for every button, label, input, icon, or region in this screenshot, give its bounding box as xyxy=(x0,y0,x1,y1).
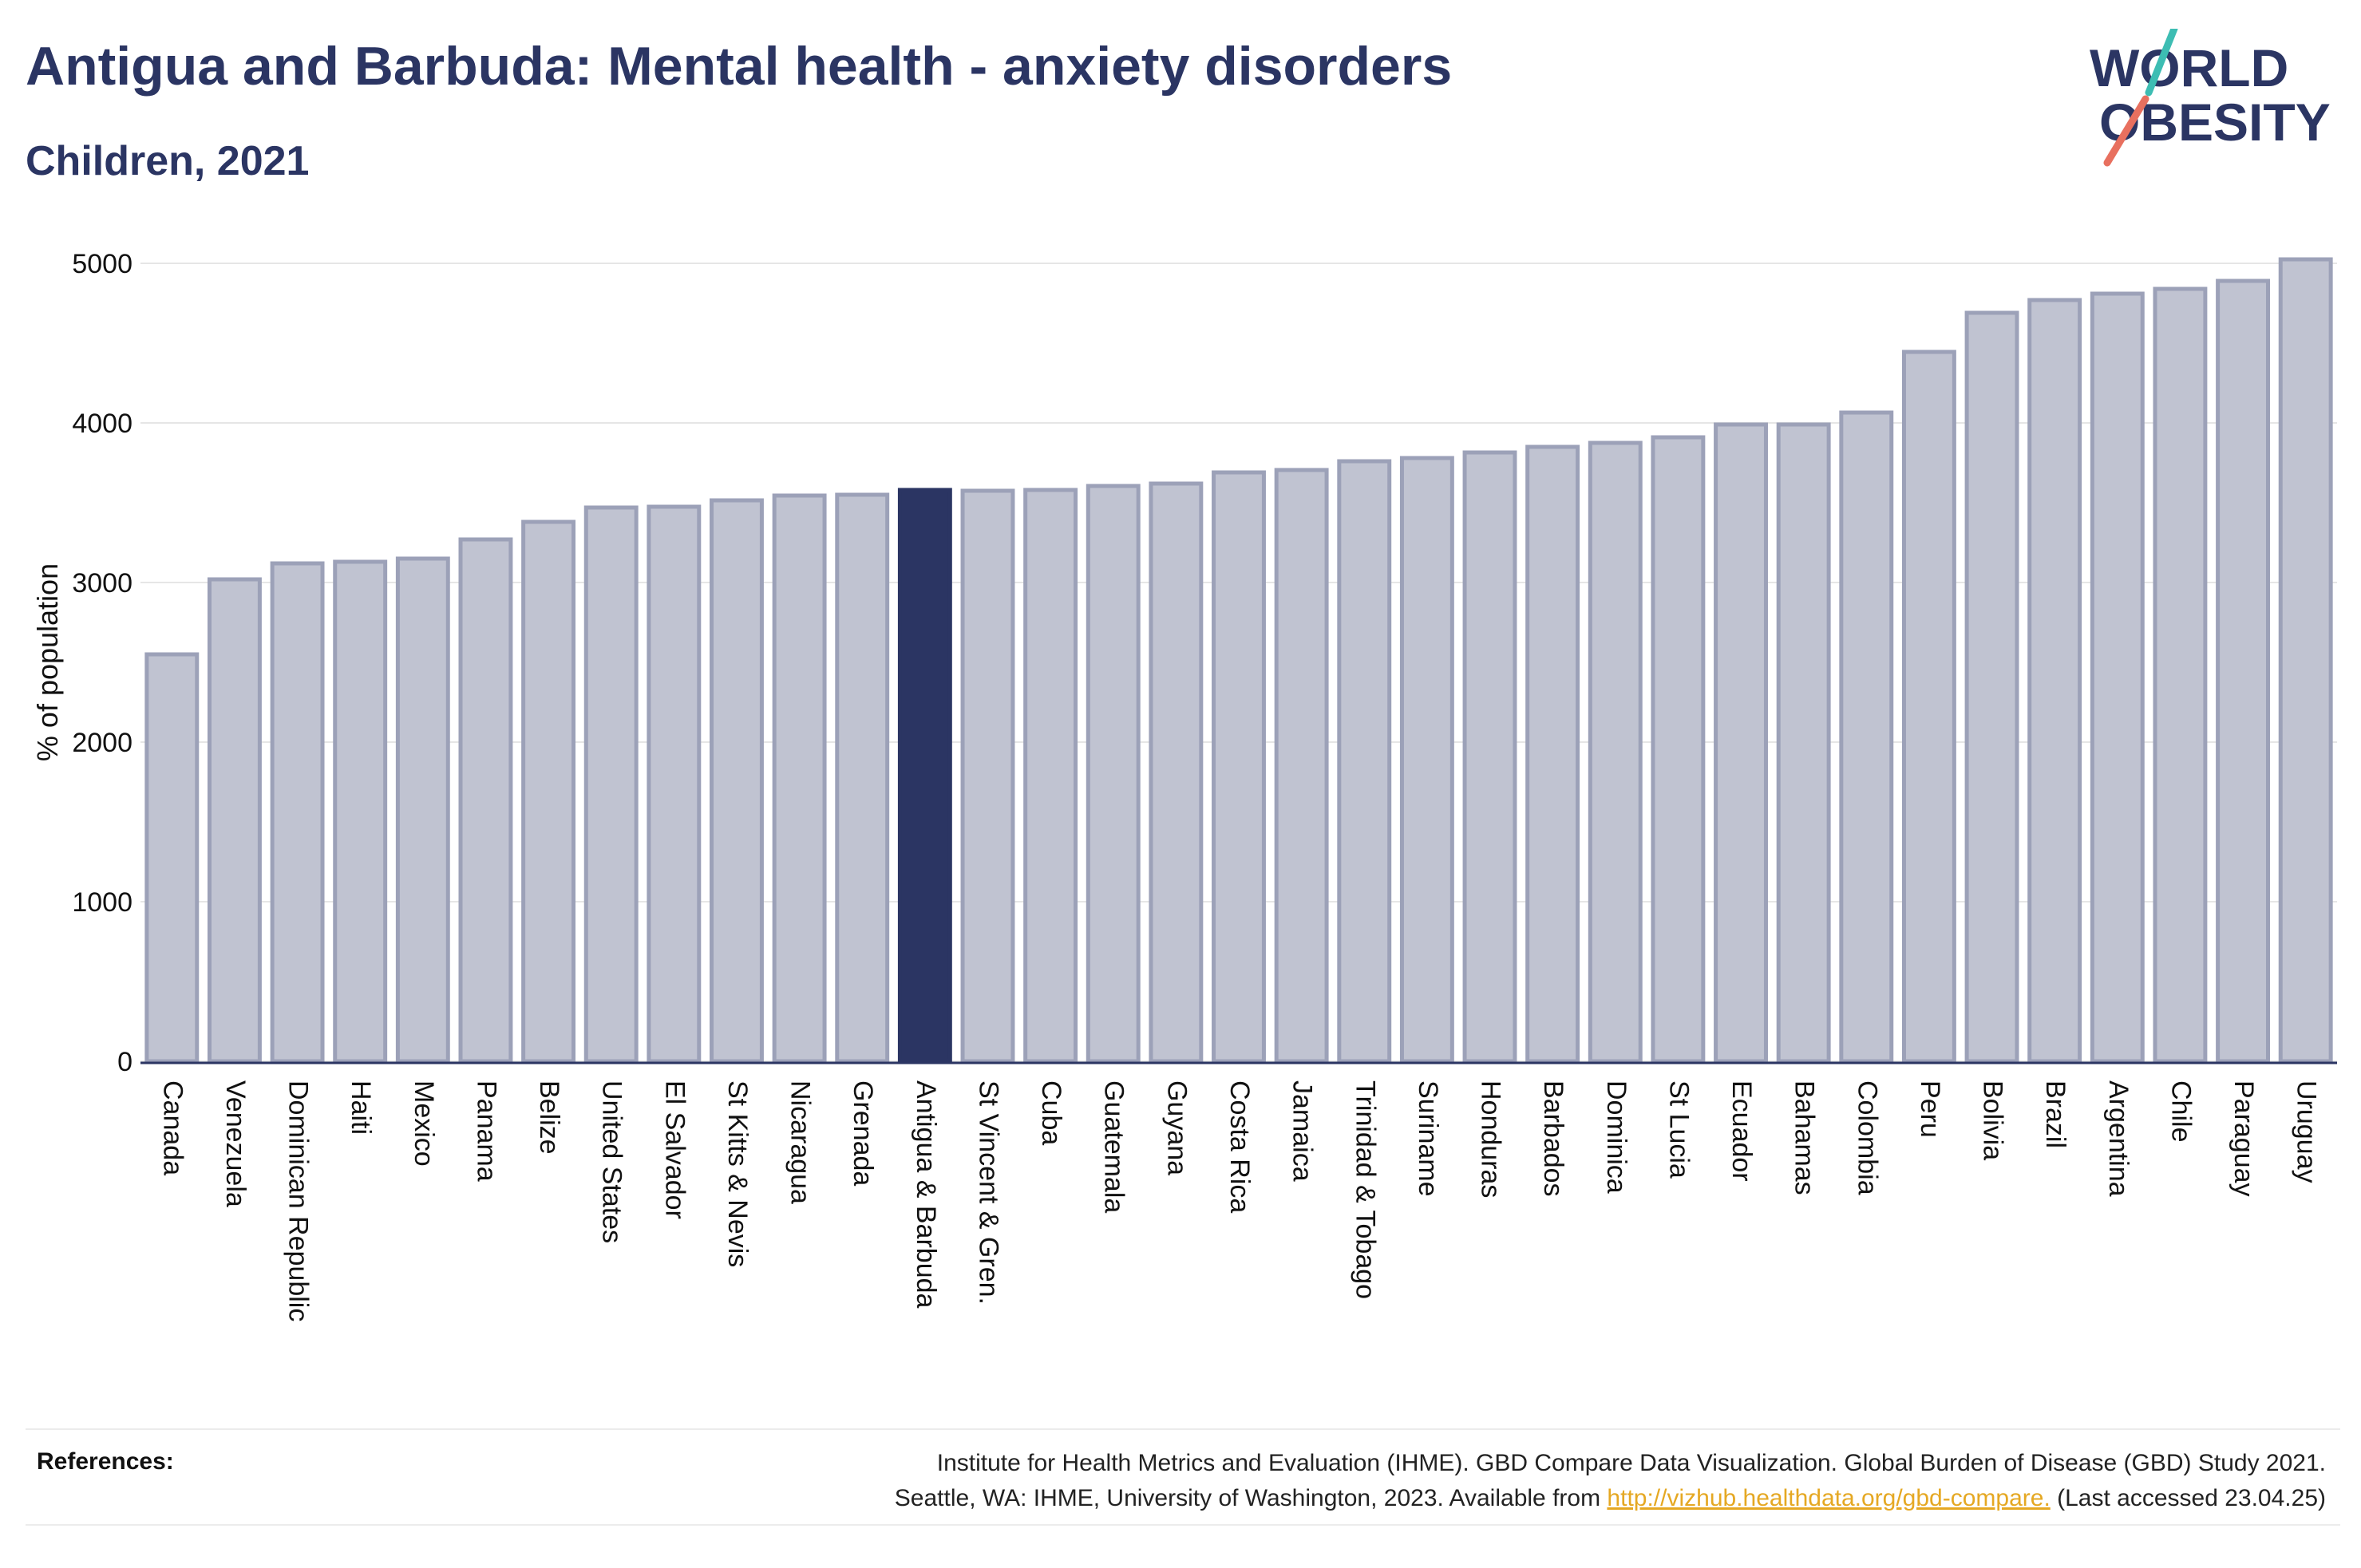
x-tick-label: Honduras xyxy=(1476,1080,1506,1198)
x-tick-label: Grenada xyxy=(848,1080,878,1186)
bar xyxy=(521,519,576,1064)
bar xyxy=(772,493,827,1064)
bar xyxy=(1964,310,2019,1064)
x-tick-label: Chile xyxy=(2165,1080,2196,1142)
x-tick-label: Bahamas xyxy=(1790,1080,1820,1195)
x-tick-label: Venezuela xyxy=(220,1080,251,1207)
y-tick-label: 2000 xyxy=(72,728,132,758)
x-tick-labels: Canada Venezuela Dominican Republic Haiti Me… xyxy=(157,1080,2321,1321)
bar xyxy=(835,492,890,1064)
x-tick-label: Paraguay xyxy=(2229,1080,2259,1197)
chart-title: Antigua and Barbuda: Mental health - anx… xyxy=(26,36,1453,97)
references-line-1: Institute for Health Metrics and Evaluat… xyxy=(936,1450,2326,1476)
bar xyxy=(333,559,388,1064)
x-tick-label: Trinidad & Tobago xyxy=(1350,1080,1380,1299)
bar xyxy=(1212,470,1266,1064)
bar xyxy=(1399,456,1454,1064)
references-line-2: Seattle, WA: IHME, University of Washing… xyxy=(410,1481,2326,1516)
y-tick-label: 4000 xyxy=(72,409,132,439)
references-line-2-text: Seattle, WA: IHME, University of Washing… xyxy=(894,1485,1601,1511)
bar xyxy=(1274,468,1329,1064)
bar xyxy=(395,556,450,1064)
x-tick-label: Canada xyxy=(157,1080,188,1175)
references-label: References: xyxy=(37,1448,174,1475)
x-tick-label: Jamaica xyxy=(1287,1080,1318,1182)
bar xyxy=(583,505,639,1064)
x-tick-label: Colombia xyxy=(1852,1080,1882,1195)
logo-word-obesity: OBESITY xyxy=(2099,93,2331,152)
bar xyxy=(144,652,200,1064)
references-accessed: (Last accessed 23.04.25) xyxy=(2057,1485,2326,1511)
x-tick-label: Bolivia xyxy=(1978,1080,2008,1160)
x-tick-label: Barbados xyxy=(1538,1080,1568,1197)
x-tick-label: Cuba xyxy=(1036,1080,1066,1145)
x-tick-label: Peru xyxy=(1915,1080,1945,1138)
bar xyxy=(960,488,1015,1064)
x-tick-label: Guyana xyxy=(1161,1080,1192,1175)
bar xyxy=(647,504,702,1064)
x-tick-label: Antigua & Barbuda xyxy=(911,1080,941,1309)
bar xyxy=(270,561,325,1064)
references-divider-bottom xyxy=(26,1524,2340,1526)
y-axis-label: % of population xyxy=(31,563,64,761)
x-tick-label: Uruguay xyxy=(2292,1080,2322,1183)
bar xyxy=(1149,481,1204,1064)
x-tick-label: Nicaragua xyxy=(785,1080,816,1204)
bar xyxy=(1525,444,1580,1064)
logo-word-world: WORLD xyxy=(2090,38,2288,97)
x-tick-label: Ecuador xyxy=(1726,1080,1757,1182)
x-tick-label: United States xyxy=(597,1080,627,1243)
x-tick-label: Panama xyxy=(471,1080,501,1182)
y-tick-label: 1000 xyxy=(72,887,132,918)
bar-chart: 0 1000 2000 3000 4000 5000 Canada Venezuela Dom… xyxy=(31,249,2337,1321)
bar xyxy=(1651,435,1706,1064)
bar xyxy=(458,537,513,1064)
bar xyxy=(1462,450,1517,1064)
y-tick-label: 3000 xyxy=(72,568,132,598)
x-tick-label: Guatemala xyxy=(1099,1080,1129,1213)
x-tick-label: El Salvador xyxy=(659,1080,690,1219)
world-obesity-logo: WORLD OBESITY xyxy=(2090,29,2331,167)
y-tick-label: 0 xyxy=(117,1047,132,1077)
bar xyxy=(1776,422,1831,1064)
y-tick-label: 5000 xyxy=(72,249,132,279)
bar xyxy=(2027,298,2082,1064)
bar xyxy=(1714,422,1768,1064)
x-tick-label: Dominica xyxy=(1601,1080,1631,1194)
bar xyxy=(1337,459,1392,1064)
x-tick-label: Mexico xyxy=(409,1080,439,1167)
x-tick-label: St Kitts & Nevis xyxy=(722,1080,753,1267)
bar xyxy=(710,498,764,1064)
x-tick-label: Suriname xyxy=(1413,1080,1443,1197)
x-tick-label: Argentina xyxy=(2103,1080,2134,1197)
logo-slash-bottom xyxy=(2103,95,2149,167)
bar xyxy=(2216,278,2271,1064)
bar xyxy=(897,488,952,1064)
x-tick-label: Haiti xyxy=(346,1080,376,1135)
bar xyxy=(1901,350,1956,1064)
logo-slash-top xyxy=(2145,29,2178,97)
references-link[interactable]: http://vizhub.healthdata.org/gbd-compare… xyxy=(1607,1485,2051,1511)
bar xyxy=(2153,286,2208,1064)
x-tick-label: Brazil xyxy=(2040,1080,2070,1148)
bar xyxy=(1086,484,1141,1064)
bar xyxy=(1023,488,1078,1064)
bar xyxy=(207,577,262,1064)
x-tick-label: St Vincent & Gren. xyxy=(973,1080,1003,1305)
bars xyxy=(144,257,2333,1064)
x-tick-label: Costa Rica xyxy=(1224,1080,1255,1213)
bar xyxy=(2090,291,2145,1064)
y-tick-labels: 0 1000 2000 3000 4000 5000 xyxy=(72,249,132,1077)
bar xyxy=(2278,257,2333,1064)
references-text: Institute for Health Metrics and Evaluat… xyxy=(410,1446,2326,1516)
x-tick-label: St Lucia xyxy=(1663,1080,1694,1179)
x-tick-label: Dominican Republic xyxy=(283,1080,314,1321)
x-tick-label: Belize xyxy=(534,1080,564,1155)
references-divider-top xyxy=(26,1428,2340,1430)
chart-subtitle: Children, 2021 xyxy=(26,138,310,184)
bar xyxy=(1839,410,1894,1064)
bar xyxy=(1588,440,1643,1064)
